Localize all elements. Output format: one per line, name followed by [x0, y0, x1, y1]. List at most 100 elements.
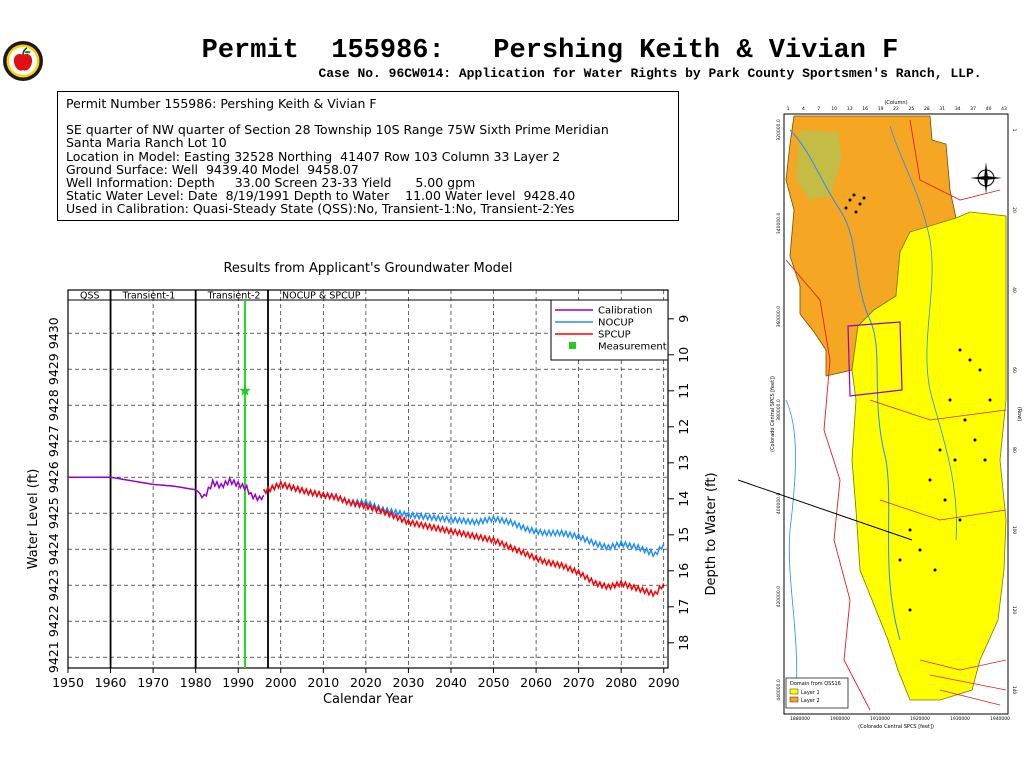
map-left-tick-label: 420000.0	[776, 586, 782, 608]
legend-layer2-label: Layer 2	[801, 698, 820, 704]
map-top-tick-label: 13	[847, 106, 853, 112]
compass-rose-icon	[970, 162, 1002, 194]
page-title: Permit 155986: Pershing Keith & Vivian F	[201, 36, 899, 66]
y-axis-right-label: Depth to Water (ft)	[704, 472, 719, 595]
map-bottom-tick-label: 1940000	[990, 716, 1010, 722]
map-right-tick-label: 120	[1011, 606, 1017, 615]
permit-info-box: Permit Number 155986: Pershing Keith & V…	[57, 91, 679, 221]
ground-surface-text: Ground Surface: Well 9439.40 Model 9458.…	[66, 161, 359, 177]
map-bottom-tick-label: 1910000	[870, 716, 890, 722]
subdivision-text: Santa Maria Ranch Lot 10	[66, 135, 227, 151]
calibration-usage-text: Used in Calibration: Quasi-Steady State …	[66, 201, 575, 217]
y-right-tick-label: 13	[676, 455, 691, 471]
x-tick-label: 1990	[222, 675, 254, 690]
series-line-spcup	[263, 479, 665, 598]
y-right-tick-label: 9	[676, 315, 691, 323]
y-right-tick-label: 10	[676, 347, 691, 363]
map-right-tick-label: 20	[1011, 207, 1017, 213]
water-level-chart: QSS Transient-1 Transient-2 NOCUP & SPCUP Ca…	[26, 289, 719, 707]
map-top-tick-label: 22	[893, 106, 899, 112]
map-left-axis-label: (Colorado Central SPCS [feet])	[770, 376, 776, 452]
y-right-tick-label: 15	[676, 527, 691, 543]
y-right-tick-label: 16	[676, 563, 691, 579]
map-top-tick-label: 28	[924, 106, 930, 112]
well-information-text: Well Information: Depth 33.00 Screen 23-…	[66, 175, 476, 191]
model-location-text: Location in Model: Easting 32528 Northin…	[66, 148, 561, 164]
y-left-tick-label: 9427	[46, 425, 61, 457]
map-left-tick-label: 360000.0	[776, 306, 782, 328]
y-right-tick-label: 18	[676, 635, 691, 651]
model-domain-map: Domain from QSS16 Layer 1 Layer 2 (Colum…	[760, 100, 1022, 730]
page-subtitle: Case No. 96CW014: Application for Water …	[318, 66, 982, 81]
legend-label-spcup: SPCUP	[598, 330, 631, 341]
apple-logo-icon	[3, 41, 43, 81]
static-water-level-text: Static Water Level: Date 8/19/1991 Depth…	[66, 188, 576, 204]
y-left-tick-label: 9424	[46, 533, 61, 565]
y-right-tick-label: 14	[676, 491, 691, 507]
map-bottom-axis-label: (Colorado Central SPCS [feet])	[858, 724, 934, 730]
y-right-tick-label: 11	[676, 383, 691, 399]
x-tick-label: 2060	[520, 675, 552, 690]
map-right-tick-label: 40	[1011, 287, 1017, 293]
chart-title: Results from Applicant's Groundwater Mod…	[223, 261, 513, 276]
y-left-tick-label: 9421	[46, 641, 61, 673]
map-legend: Domain from QSS16 Layer 1 Layer 2	[785, 677, 849, 709]
legend-label-nocup: NOCUP	[598, 318, 634, 329]
map-top-tick-label: 10	[831, 106, 837, 112]
map-top-tick-label: 7	[817, 106, 820, 112]
map-left-tick-label: 400000.0	[776, 492, 782, 514]
map-top-tick-label: 43	[1001, 106, 1007, 112]
x-tick-label: 2080	[605, 675, 637, 690]
map-bottom-tick-label: 1900000	[830, 716, 850, 722]
layer2-swatch	[789, 696, 799, 703]
y-left-tick-label: 9422	[46, 605, 61, 637]
x-tick-label: 2090	[648, 675, 680, 690]
measurement-point	[239, 384, 251, 396]
map-right-tick-label: 60	[1011, 367, 1017, 373]
map-top-tick-label: 16	[862, 106, 868, 112]
legend-label-calibration: Calibration	[598, 306, 652, 317]
map-legend-title: Domain from QSS16	[790, 681, 841, 687]
map-left-tick-label: 320000.0	[776, 119, 782, 141]
map-left-tick-label: 380000.0	[776, 399, 782, 421]
y-left-tick-label: 9428	[46, 389, 61, 421]
map-top-tick-label: 31	[939, 106, 945, 112]
map-bottom-tick-label: 1880000	[790, 716, 810, 722]
layer1-swatch	[789, 688, 799, 695]
x-tick-label: 2070	[563, 675, 595, 690]
map-right-tick-label: 140	[1011, 686, 1017, 695]
map-top-tick-label: 19	[878, 106, 884, 112]
period-label: QSS	[80, 291, 100, 302]
x-tick-label: 1970	[137, 675, 169, 690]
x-tick-label: 1980	[180, 675, 212, 690]
map-right-tick-label: 80	[1011, 447, 1017, 453]
legal-location-text: SE quarter of NW quarter of Section 28 T…	[66, 122, 609, 138]
legend-marker-measurement	[569, 342, 576, 349]
y-left-tick-label: 9429	[46, 353, 61, 385]
y-left-tick-label: 9423	[46, 569, 61, 601]
legend-label-measurement: Measurement	[598, 342, 667, 353]
period-label: NOCUP & SPCUP	[282, 291, 361, 302]
map-top-tick-label: 40	[986, 106, 992, 112]
map-right-axis-label: (Row)	[1016, 407, 1022, 421]
x-tick-label: 2050	[478, 675, 510, 690]
period-label: Transient-2	[207, 291, 261, 302]
y-right-tick-label: 12	[676, 419, 691, 435]
x-tick-label: 2020	[350, 675, 382, 690]
map-top-tick-label: 1	[787, 106, 790, 112]
plot-frame	[67, 289, 669, 669]
x-axis-label: Calendar Year	[323, 692, 414, 707]
map-right-tick-label: 100	[1011, 526, 1017, 535]
map-bottom-tick-label: 1930000	[950, 716, 970, 722]
period-label: Transient-1	[122, 291, 176, 302]
x-tick-label: 2000	[265, 675, 297, 690]
x-tick-label: 2010	[307, 675, 339, 690]
map-bottom-tick-label: 1920000	[910, 716, 930, 722]
map-top-tick-label: 4	[802, 106, 805, 112]
series-line-calibration	[68, 475, 265, 503]
map-top-tick-label: 25	[909, 106, 915, 112]
permit-number-text: Permit Number 155986: Pershing Keith & V…	[66, 96, 377, 111]
map-left-tick-label: 440000.0	[776, 679, 782, 701]
y-right-tick-label: 17	[676, 599, 691, 615]
x-tick-label: 1960	[95, 675, 127, 690]
